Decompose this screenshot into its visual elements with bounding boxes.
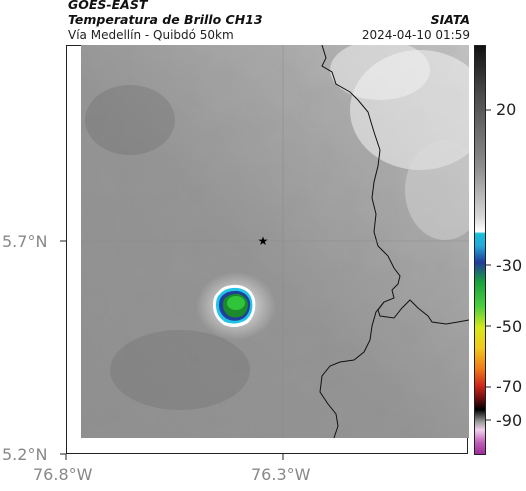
colorbar-ticks [486, 109, 491, 421]
colorbar-label-minus50: -50 [496, 317, 523, 336]
location-star-icon: ★ [258, 234, 269, 248]
river-border [319, 301, 385, 438]
colorbar-label-minus30: -30 [496, 256, 523, 275]
coastline [321, 45, 469, 325]
lat-label-5.2: 5.2°N [2, 445, 48, 464]
brand-label: SIATA [430, 12, 470, 27]
product-title: Temperatura de Brillo CH13 [68, 12, 263, 27]
timestamp: 2024-04-10 01:59 [361, 28, 470, 42]
colorbar [474, 45, 486, 455]
colorbar-label-minus70: -70 [496, 377, 523, 396]
lon-label-76.3: 76.3°W [251, 465, 311, 484]
colorbar-label-20: 20 [496, 100, 517, 119]
lat-label-5.7: 5.7°N [2, 232, 48, 251]
region-subtitle: Vía Medellín - Quibdó 50km [68, 28, 234, 42]
lon-label-76.8: 76.8°W [33, 465, 93, 484]
colorbar-label-minus90: -90 [496, 411, 523, 430]
convective-storm-cell [196, 272, 276, 340]
satellite-title: GOES-EAST [68, 0, 148, 12]
